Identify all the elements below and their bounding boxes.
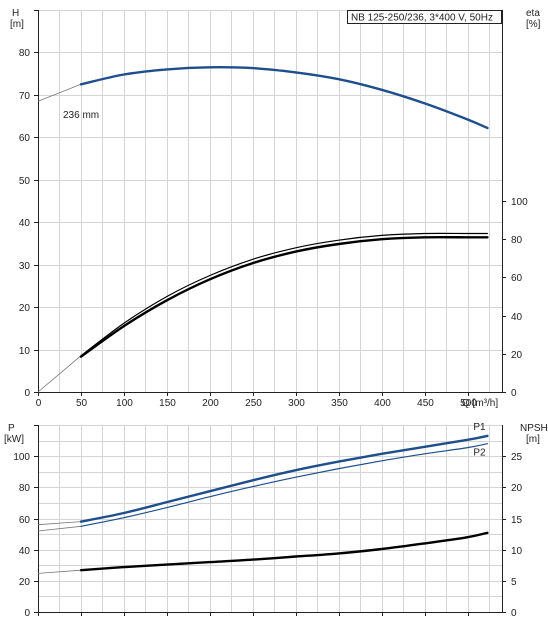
- y-axis-label-left: P: [8, 423, 15, 434]
- chart-panel-1: 0 10 20 30 40 50 60 70 80 0 20 40 60 80 100 0 50 100 150 20…: [10, 8, 541, 409]
- y-axis-unit-left: [kW]: [4, 434, 24, 445]
- y-tick-label-left: 30: [19, 261, 31, 272]
- x-tick-label: 500: [460, 398, 477, 409]
- series-line-1-1: [79, 66, 489, 130]
- y-tick-label-left: 60: [19, 515, 31, 526]
- title-frame: [347, 10, 502, 24]
- chart-title: NB 125-250/236, 3*400 V, 50Hz: [351, 13, 493, 24]
- y-tick-label-left: 40: [19, 546, 31, 557]
- y-tick-label-right: 100: [511, 197, 528, 208]
- y-axis-label-right: eta: [526, 8, 540, 19]
- x-tick-label: 100: [116, 398, 133, 409]
- curve-extension: [37, 521, 82, 526]
- x-tick-label: 350: [331, 398, 348, 409]
- x-tick-label: 200: [202, 398, 219, 409]
- y-axis-label-right: NPSH: [520, 423, 548, 434]
- y-tick-label-right: 80: [511, 235, 523, 246]
- series-label-p2: P2: [473, 448, 486, 459]
- x-tick-label: 450: [417, 398, 434, 409]
- chart-title-box: NB 125-250/236, 3*400 V, 50Hz: [347, 10, 502, 24]
- chart-panel-2: 0 20 40 60 80 100 0 5 10 15 20 25 P[kW] NPSH[m] P1 P2: [4, 422, 548, 619]
- series-label-p1: P1: [473, 422, 486, 433]
- y-tick-label-right: 0: [511, 388, 517, 399]
- y-tick-label-right: 20: [511, 350, 523, 361]
- y-tick-label-left: 20: [19, 303, 31, 314]
- series-line-1-2: [80, 232, 488, 357]
- y-tick-label-right: 60: [511, 273, 523, 284]
- x-tick-label: 300: [288, 398, 305, 409]
- y-axis-unit-left: [m]: [10, 19, 24, 30]
- x-tick-label: 250: [245, 398, 262, 409]
- x-tick-label: 50: [76, 398, 88, 409]
- y-tick-label-right: 15: [511, 515, 523, 526]
- curve-extension: [37, 83, 82, 102]
- curve-extension: [37, 569, 82, 574]
- x-tick-label: 150: [159, 398, 176, 409]
- x-tick-label: 400: [374, 398, 391, 409]
- series-line-1-3: [79, 235, 489, 358]
- series-line-p2: [80, 443, 488, 527]
- series-line-p1: [79, 434, 489, 523]
- y-tick-label-left: 0: [24, 388, 30, 399]
- y-tick-label-left: 50: [19, 176, 31, 187]
- y-tick-label-left: 70: [19, 91, 31, 102]
- y-tick-label-right: 0: [511, 608, 517, 619]
- y-axis-label-left: H: [12, 8, 19, 19]
- y-tick-label-left: 80: [19, 48, 31, 59]
- y-tick-label-left: 80: [19, 483, 31, 494]
- y-tick-label-right: 25: [511, 452, 523, 463]
- y-tick-label-left: 100: [13, 452, 30, 463]
- y-tick-label-left: 40: [19, 218, 31, 229]
- y-tick-label-left: 60: [19, 133, 31, 144]
- x-axis-label: Q [m³/h]: [462, 398, 498, 409]
- curve-extension: [37, 355, 82, 393]
- y-tick-label-right: 20: [511, 483, 523, 494]
- x-tick-label: 0: [36, 398, 42, 409]
- y-axis-unit-right: [m]: [526, 434, 540, 445]
- y-tick-label-left: 20: [19, 577, 31, 588]
- y-tick-label-right: 5: [511, 577, 517, 588]
- y-tick-label-left: 0: [24, 608, 30, 619]
- y-tick-label-right: 10: [511, 546, 523, 557]
- y-axis-unit-right: [%]: [526, 19, 541, 30]
- y-tick-label-left: 10: [19, 346, 31, 357]
- impeller-diameter-annotation: 236 mm: [63, 110, 99, 121]
- series-line-2-3: [79, 531, 489, 572]
- curve-extension: [37, 525, 82, 532]
- y-tick-label-right: 40: [511, 312, 523, 323]
